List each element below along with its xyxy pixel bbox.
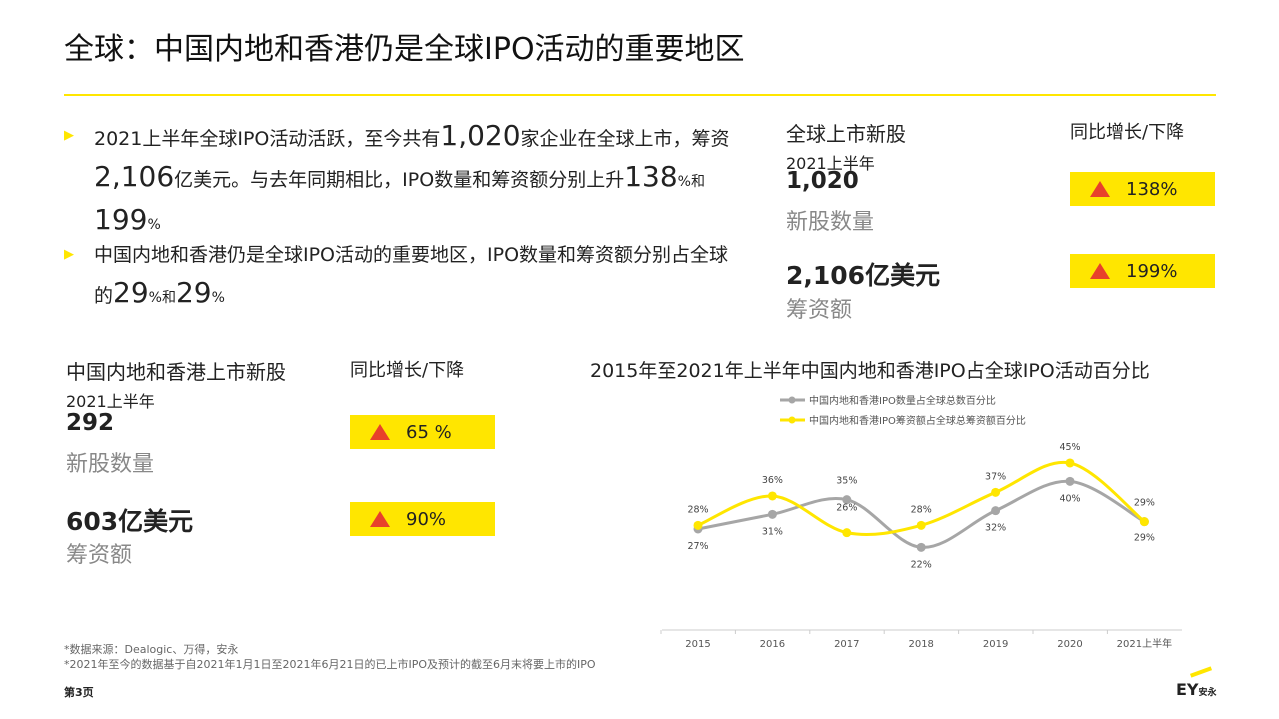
- china-period: 2021上半年: [66, 392, 155, 411]
- china-heading: 中国内地和香港上市新股: [66, 360, 286, 384]
- china-count-yoy-badge: 65 %: [350, 415, 495, 449]
- x-tick-label: 2015: [685, 639, 710, 650]
- china-funds-yoy-badge: 90%: [350, 502, 495, 536]
- text: %: [147, 217, 161, 233]
- x-tick-label: 2016: [760, 639, 785, 650]
- global-yoy-heading: 同比增长/下降: [1070, 122, 1185, 143]
- data-label: 27%: [687, 541, 708, 552]
- data-label: 28%: [911, 504, 932, 515]
- global-count: 1,020: [786, 168, 859, 194]
- up-triangle-icon: [370, 424, 390, 440]
- page-number: 第3页: [64, 686, 94, 699]
- data-label: 35%: [836, 476, 857, 487]
- value: 138: [624, 160, 678, 193]
- text: %: [211, 290, 225, 306]
- data-label: 22%: [911, 559, 932, 570]
- bullet-arrow-icon: ▶: [64, 247, 74, 262]
- ey-logo: EY安永: [1176, 666, 1217, 699]
- bullet-2: ▶ 中国内地和香港仍是全球IPO活动的重要地区，IPO数量和筹资额分别占全球的2…: [64, 236, 734, 317]
- footnote-period: *2021年至今的数据基于自2021年1月1日至2021年6月21日的已上市IP…: [64, 658, 596, 671]
- chart-title: 2015年至2021年上半年中国内地和香港IPO占全球IPO活动百分比: [590, 360, 1150, 382]
- text: %和: [677, 174, 705, 190]
- text: 中国内地和香港仍是全球IPO活动的重要地区，IPO数量和筹资额分别占全球的: [94, 244, 729, 307]
- data-label: 29%: [1134, 498, 1155, 509]
- global-funds-label: 筹资额: [786, 298, 853, 323]
- value: 199: [94, 203, 148, 236]
- global-funds: 2,106亿美元: [786, 261, 941, 290]
- x-tick-label: 2017: [834, 639, 859, 650]
- value: 199%: [1126, 260, 1178, 282]
- global-count-label: 新股数量: [786, 210, 875, 235]
- footnote-source: *数据来源：Dealogic、万得，安永: [64, 643, 239, 656]
- data-label: 45%: [1059, 442, 1080, 453]
- data-point: [916, 520, 926, 530]
- up-triangle-icon: [1090, 181, 1110, 197]
- value: 90%: [406, 508, 447, 530]
- data-point: [693, 520, 703, 530]
- data-label: 37%: [985, 471, 1006, 482]
- text: 家企业在全球上市，筹资: [520, 128, 730, 150]
- global-heading: 全球上市新股: [786, 122, 906, 146]
- china-funds: 603亿美元: [66, 507, 194, 536]
- value: 2,106: [94, 160, 175, 193]
- bullet-arrow-icon: ▶: [64, 128, 74, 143]
- x-tick-label: 2019: [983, 639, 1008, 650]
- bullet-1: ▶ 2021上半年全球IPO活动活跃，至今共有1,020家企业在全球上市，筹资 2…: [64, 117, 734, 244]
- data-point: [991, 506, 1001, 516]
- china-funds-label: 筹资额: [66, 543, 133, 568]
- data-point: [1065, 476, 1075, 486]
- china-count-label: 新股数量: [66, 452, 155, 477]
- data-label: 31%: [762, 526, 783, 537]
- data-point: [767, 509, 777, 519]
- value: 65 %: [406, 421, 452, 443]
- data-label: 40%: [1059, 493, 1080, 504]
- global-count-yoy-badge: 138%: [1070, 172, 1215, 206]
- data-point: [1139, 517, 1149, 527]
- legend-label: 中国内地和香港IPO数量占全球总数百分比: [809, 394, 996, 407]
- x-tick-label: 2018: [908, 639, 933, 650]
- china-yoy-heading: 同比增长/下降: [350, 360, 465, 381]
- up-triangle-icon: [370, 511, 390, 527]
- x-tick-label: 2021上半年: [1117, 637, 1172, 650]
- legend-marker: [788, 396, 796, 404]
- up-triangle-icon: [1090, 263, 1110, 279]
- data-label: 26%: [836, 503, 857, 514]
- value: 1,020: [440, 119, 521, 152]
- data-label: 28%: [687, 504, 708, 515]
- title-divider: [64, 94, 1216, 96]
- data-point: [842, 495, 852, 505]
- x-tick-label: 2020: [1057, 639, 1082, 650]
- text: 亿美元。与去年同期相比，IPO数量和筹资额分别上升: [174, 169, 625, 191]
- value: 138%: [1126, 178, 1178, 200]
- global-funds-yoy-badge: 199%: [1070, 254, 1215, 288]
- value: 29: [175, 276, 212, 309]
- legend-label: 中国内地和香港IPO筹资额占全球总筹资额百分比: [809, 414, 1026, 427]
- legend-marker: [788, 416, 796, 424]
- data-point: [1065, 458, 1075, 468]
- data-point: [842, 528, 852, 538]
- value: 29: [113, 276, 149, 309]
- data-point: [767, 491, 777, 501]
- page-title: 全球：中国内地和香港仍是全球IPO活动的重要地区: [64, 32, 745, 67]
- data-point: [991, 487, 1001, 497]
- text: 2021上半年全球IPO活动活跃，至今共有: [94, 128, 441, 150]
- text: %和: [148, 290, 176, 306]
- data-label: 29%: [1134, 533, 1155, 544]
- data-label: 32%: [985, 523, 1006, 534]
- data-label: 36%: [762, 475, 783, 486]
- data-point: [916, 542, 926, 552]
- china-count: 292: [66, 410, 115, 436]
- global-period: 2021上半年: [786, 154, 875, 173]
